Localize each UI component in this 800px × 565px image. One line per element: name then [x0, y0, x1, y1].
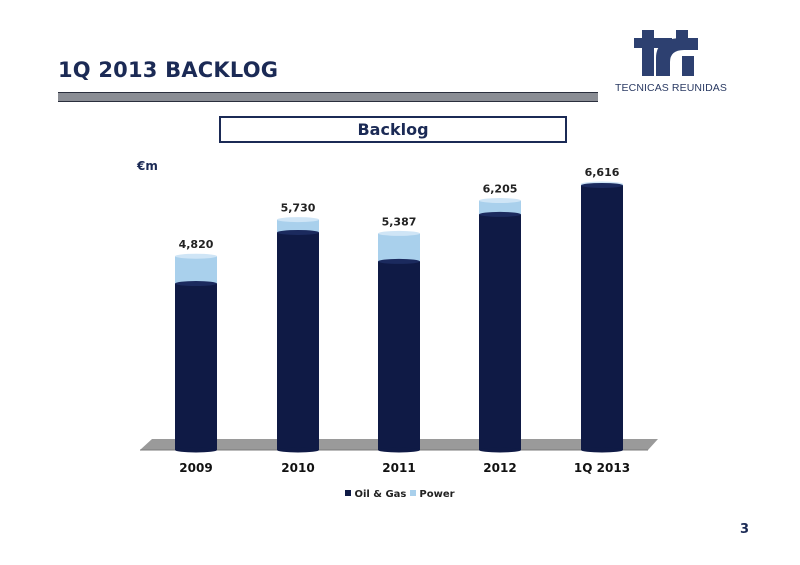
unit-label: €m: [137, 159, 158, 173]
page-number: 3: [740, 522, 750, 537]
bar-base-0: [175, 447, 217, 453]
bar-oilgas-top-4: [581, 182, 623, 188]
x-tick-label-2: 2011: [382, 461, 415, 475]
bar-power-cap-2: [378, 230, 420, 236]
x-tick-label-3: 2012: [483, 461, 516, 475]
bar-power-cap-3: [479, 198, 521, 204]
bar-oilgas-2: [378, 261, 420, 450]
x-tick-label-4: 1Q 2013: [574, 461, 630, 475]
x-tick-label-1: 2010: [281, 461, 314, 475]
chart-title: Backlog: [219, 116, 567, 143]
x-tick-label-0: 2009: [179, 461, 212, 475]
bar-base-2: [378, 447, 420, 453]
bar-total-label-4: 6,616: [585, 166, 620, 179]
bar-oilgas-top-2: [378, 258, 420, 264]
bar-oilgas-3: [479, 214, 521, 450]
bar-oilgas-4: [581, 185, 623, 451]
legend-swatch-1: [410, 490, 417, 496]
legend-label-0: Oil & Gas: [354, 489, 407, 500]
title-rule: [58, 92, 598, 102]
logo-text: TECNICAS REUNIDAS: [615, 82, 727, 94]
legend-item-1: Power: [410, 489, 455, 500]
bar-total-label-0: 4,820: [179, 238, 214, 251]
bar-total-label-2: 5,387: [382, 215, 417, 228]
legend-swatch-0: [345, 490, 352, 496]
bar-base-4: [581, 447, 623, 453]
bar-oilgas-top-3: [479, 211, 521, 217]
bar-total-label-1: 5,730: [281, 202, 316, 215]
company-logo-icon: [634, 30, 698, 76]
bar-power-cap-0: [175, 253, 217, 259]
bar-base-1: [277, 447, 319, 453]
chart-legend: Oil & Gas Power: [0, 489, 800, 500]
bar-power-2: [378, 233, 420, 264]
bar-oilgas-1: [277, 232, 319, 450]
bar-power-cap-1: [277, 217, 319, 223]
bar-power-0: [175, 256, 217, 286]
slide-title: 1Q 2013 BACKLOG: [58, 58, 279, 82]
bar-oilgas-0: [175, 283, 217, 450]
bar-base-3: [479, 447, 521, 453]
bar-oilgas-top-0: [175, 281, 217, 287]
legend-label-1: Power: [419, 489, 455, 500]
legend-item-0: Oil & Gas: [345, 489, 406, 500]
bar-total-label-3: 6,205: [483, 183, 518, 196]
bar-oilgas-top-1: [277, 229, 319, 235]
